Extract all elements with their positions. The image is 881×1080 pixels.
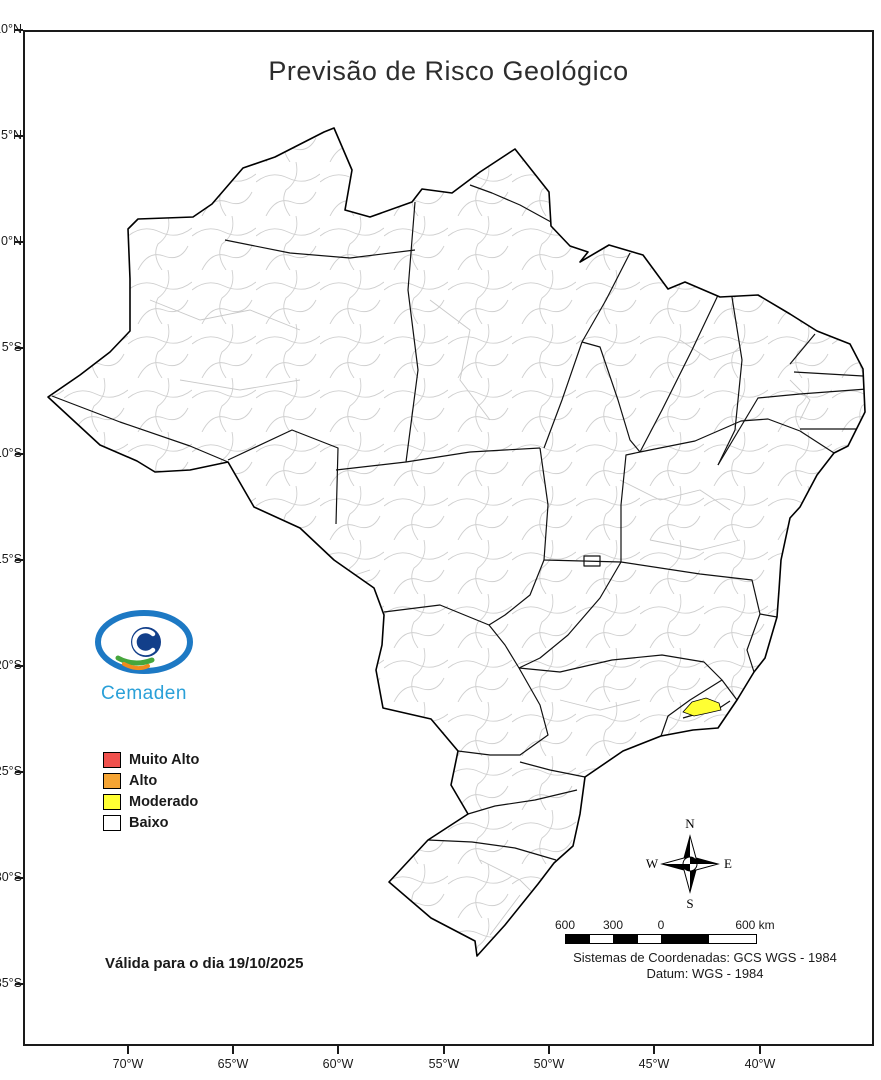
- risk-area-moderado: [682, 697, 722, 717]
- lat-tick: [15, 877, 23, 879]
- lon-tick: [337, 1046, 339, 1054]
- legend-label: Baixo: [129, 815, 169, 831]
- lat-label: 5°N: [1, 128, 22, 142]
- lat-label: 0°N: [1, 234, 22, 248]
- lon-tick: [127, 1046, 129, 1054]
- legend-item: Baixo: [103, 815, 199, 831]
- scale-segment: [566, 935, 590, 943]
- scale-number: 0: [657, 918, 665, 932]
- lon-tick: [653, 1046, 655, 1054]
- logo-text: Cemaden: [101, 683, 187, 704]
- lat-label: 35°S: [0, 976, 22, 990]
- scale-segment: [614, 935, 638, 943]
- lon-tick: [232, 1046, 234, 1054]
- scale-number: 300: [602, 918, 624, 932]
- lat-tick: [15, 347, 23, 349]
- lon-label: 60°W: [322, 1057, 354, 1071]
- lat-label: 30°S: [0, 870, 22, 884]
- cemaden-logo: Cemaden: [88, 606, 200, 705]
- lat-label: 15°S: [0, 552, 22, 566]
- lat-label: 10°N: [0, 22, 22, 36]
- lat-label: 5°S: [1, 340, 22, 354]
- lat-label: 20°S: [0, 658, 22, 672]
- scale-segment: [590, 935, 614, 943]
- page-title: Previsão de Risco Geológico: [268, 56, 629, 86]
- legend-swatch-alto: [103, 773, 121, 789]
- brazil-map: [47, 127, 866, 957]
- compass-n-label: N: [685, 816, 695, 831]
- legend-label: Muito Alto: [129, 752, 200, 768]
- lon-tick: [759, 1046, 761, 1054]
- lat-tick: [15, 983, 23, 985]
- scale-segment: [638, 935, 662, 943]
- legend-label: Moderado: [129, 794, 199, 810]
- lon-label: 45°W: [638, 1057, 670, 1071]
- legend-swatch-moderado: [103, 794, 121, 810]
- scale-number: 600: [554, 918, 576, 932]
- lat-tick: [15, 559, 23, 561]
- lon-tick: [443, 1046, 445, 1054]
- municipal-boundaries-extra: [149, 299, 811, 936]
- lon-label: 50°W: [533, 1057, 565, 1071]
- lon-label: 55°W: [428, 1057, 460, 1071]
- lon-label: 65°W: [217, 1057, 249, 1071]
- risk-legend: Muito Alto Alto Moderado Baixo: [103, 752, 199, 836]
- compass-s-label: S: [686, 896, 693, 911]
- lat-tick: [15, 453, 23, 455]
- compass-w-label: W: [646, 856, 659, 871]
- lat-tick: [15, 771, 23, 773]
- scale-segment: [709, 935, 756, 943]
- coordinate-system-line2: Datum: WGS - 1984: [646, 966, 764, 982]
- brazil-outline: [47, 127, 866, 957]
- lat-label: 25°S: [0, 764, 22, 778]
- compass-e-label: E: [724, 856, 732, 871]
- lat-tick: [15, 241, 23, 243]
- cemaden-eye-icon: [95, 610, 193, 674]
- municipal-boundaries-mesh: [48, 128, 865, 956]
- compass-rose-icon: N S E W: [646, 816, 732, 911]
- lon-label: 70°W: [112, 1057, 144, 1071]
- map-frame: [23, 30, 874, 1046]
- lat-label: 10°S: [0, 446, 22, 460]
- legend-item: Muito Alto: [103, 752, 199, 768]
- coordinate-system-note: Sistemas de Coordenadas: GCS WGS - 1984 …: [555, 950, 855, 983]
- legend-swatch-muito-alto: [103, 752, 121, 768]
- lat-tick: [15, 665, 23, 667]
- lat-tick: [15, 135, 23, 137]
- lat-tick: [15, 29, 23, 31]
- state-borders: [51, 184, 865, 861]
- legend-label: Alto: [129, 773, 158, 789]
- legend-item: Alto: [103, 773, 199, 789]
- scale-segment: [662, 935, 709, 943]
- validity-note: Válida para o dia 19/10/2025: [105, 955, 304, 972]
- lon-label: 40°W: [744, 1057, 776, 1071]
- scale-bar: 600 300 0 600 km: [555, 918, 803, 948]
- scale-number: 600 km: [735, 918, 775, 932]
- coordinate-system-line1: Sistemas de Coordenadas: GCS WGS - 1984: [573, 950, 837, 965]
- legend-swatch-baixo: [103, 815, 121, 831]
- scale-strip: [565, 934, 757, 944]
- lon-tick: [548, 1046, 550, 1054]
- legend-item: Moderado: [103, 794, 199, 810]
- compass-rose: N S E W: [640, 806, 740, 919]
